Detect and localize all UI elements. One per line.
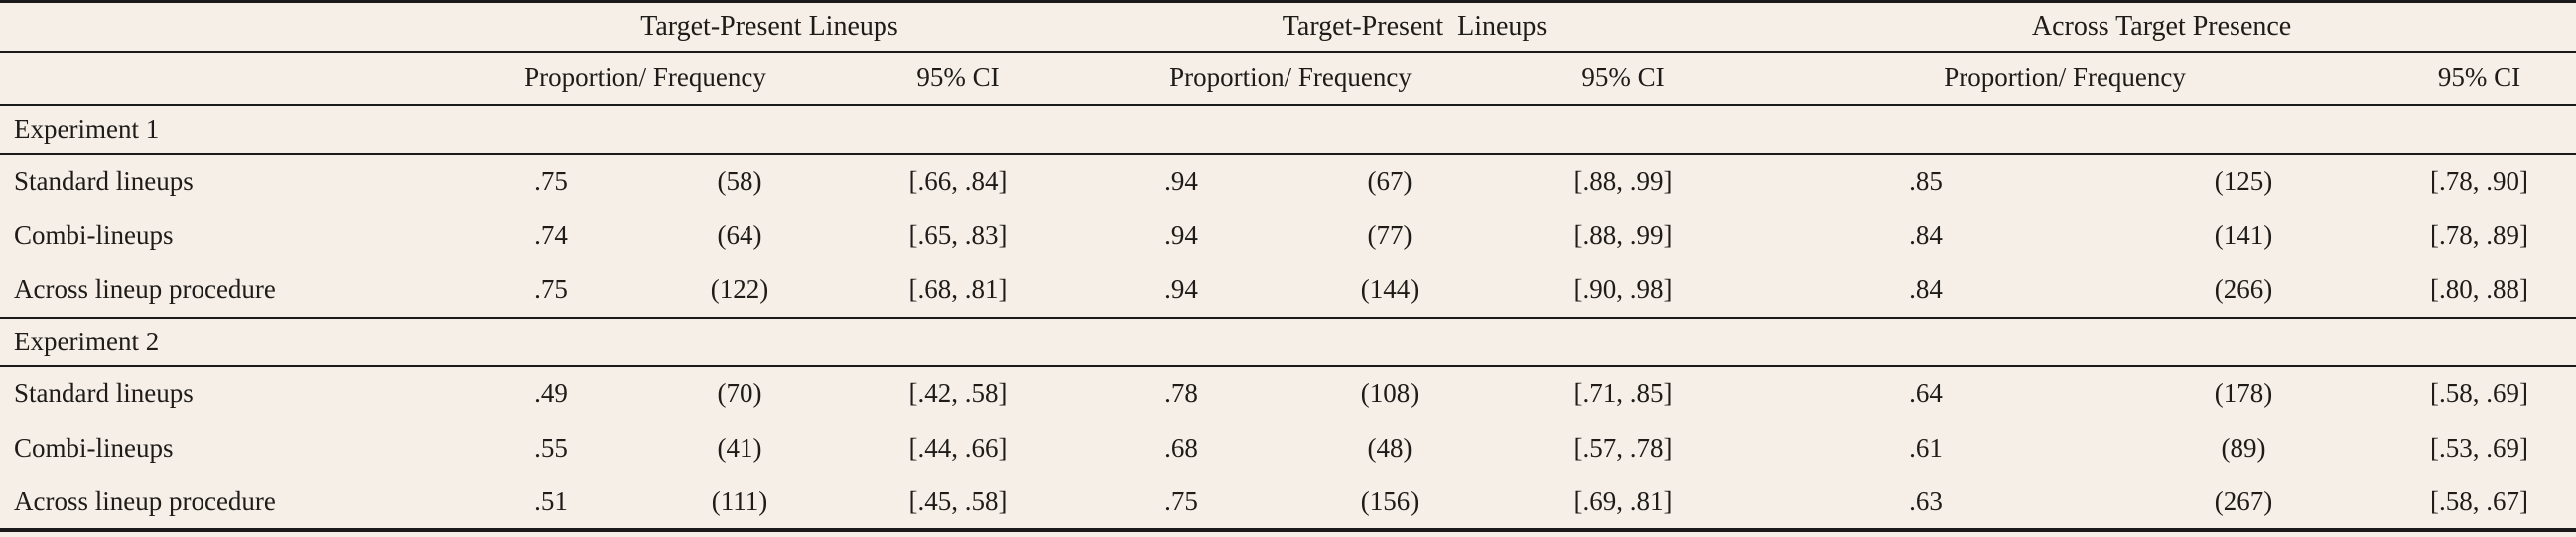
cell: (144) bbox=[1360, 274, 1420, 304]
cell: (67) bbox=[1367, 166, 1413, 196]
cell: (41) bbox=[717, 432, 762, 463]
cell: .61 bbox=[1909, 432, 1943, 463]
cell: (122) bbox=[710, 274, 769, 304]
cell: .75 bbox=[1164, 485, 1198, 516]
cell: .49 bbox=[534, 378, 568, 408]
ci-header-group3: 95% CI bbox=[2382, 51, 2576, 106]
cell: [.66, .84] bbox=[908, 166, 1008, 196]
row-label: Combi-lineups bbox=[14, 219, 174, 250]
prop-freq-header-group3: Proportion/ Frequency bbox=[1747, 51, 2383, 106]
row-label: Across lineup procedure bbox=[14, 274, 276, 304]
cell: [.58, .69] bbox=[2430, 378, 2529, 408]
cell: [.88, .99] bbox=[1573, 219, 1673, 250]
table-row: Standard lineups .49 (70) [.42, .58] .78… bbox=[0, 366, 2576, 421]
group-header-target-present-lineups-1: Target-Present Lineups bbox=[457, 1, 1083, 53]
cell: [.71, .85] bbox=[1573, 378, 1673, 408]
cell: [.42, .58] bbox=[908, 378, 1008, 408]
row-label: Combi-lineups bbox=[14, 432, 174, 463]
section-header-row: Experiment 2 bbox=[0, 316, 2576, 367]
cell: .68 bbox=[1164, 432, 1198, 463]
cell: (156) bbox=[1360, 485, 1420, 516]
cell: (64) bbox=[717, 219, 762, 250]
cell: .94 bbox=[1164, 274, 1198, 304]
section-title: Experiment 1 bbox=[0, 103, 2576, 155]
cell: (89) bbox=[2221, 432, 2266, 463]
table-row: Across lineup procedure .51 (111) [.45, … bbox=[0, 475, 2576, 530]
table-row: Across lineup procedure .75 (122) [.68, … bbox=[0, 263, 2576, 318]
row-label: Standard lineups bbox=[14, 166, 194, 196]
cell: .84 bbox=[1909, 219, 1943, 250]
cell: (267) bbox=[2214, 485, 2273, 516]
cell: [.53, .69] bbox=[2430, 432, 2529, 463]
cell: .75 bbox=[534, 274, 568, 304]
cell: (111) bbox=[711, 485, 768, 516]
cell: (58) bbox=[717, 166, 762, 196]
group-header-target-present-lineups-2: Target-Present Lineups bbox=[1082, 1, 1748, 53]
section-header-row: Experiment 1 bbox=[0, 103, 2576, 155]
cell: .94 bbox=[1164, 166, 1198, 196]
cell: [.58, .67] bbox=[2430, 485, 2529, 516]
ci-header-group2: 95% CI bbox=[1499, 51, 1748, 106]
group-header-across-target-presence: Across Target Presence bbox=[1747, 1, 2576, 53]
cell: .64 bbox=[1909, 378, 1943, 408]
cell: .85 bbox=[1909, 166, 1943, 196]
cell: [.90, .98] bbox=[1573, 274, 1673, 304]
cell: (48) bbox=[1367, 432, 1413, 463]
cell: (108) bbox=[1360, 378, 1420, 408]
cell: [.57, .78] bbox=[1573, 432, 1673, 463]
table-row: Combi-lineups .55 (41) [.44, .66] .68 (4… bbox=[0, 421, 2576, 475]
cell: (266) bbox=[2214, 274, 2273, 304]
cell: [.80, .88] bbox=[2430, 274, 2529, 304]
group-header-row: Target-Present Lineups Target-Present Li… bbox=[0, 1, 2576, 53]
table-row: Standard lineups .75 (58) [.66, .84] .94… bbox=[0, 154, 2576, 208]
cell: .74 bbox=[534, 219, 568, 250]
cell: .63 bbox=[1909, 485, 1943, 516]
cell: [.45, .58] bbox=[908, 485, 1008, 516]
cell: (141) bbox=[2214, 219, 2273, 250]
row-label: Across lineup procedure bbox=[14, 485, 276, 516]
cell: .55 bbox=[534, 432, 568, 463]
cell: .94 bbox=[1164, 219, 1198, 250]
corner-cell bbox=[0, 1, 457, 53]
cell: [.88, .99] bbox=[1573, 166, 1673, 196]
cell: [.78, .89] bbox=[2430, 219, 2529, 250]
subheader-row: Proportion/ Frequency 95% CI Proportion/… bbox=[0, 51, 2576, 106]
cell: (70) bbox=[717, 378, 762, 408]
table-row: Combi-lineups .74 (64) [.65, .83] .94 (7… bbox=[0, 208, 2576, 263]
cell: .78 bbox=[1164, 378, 1198, 408]
ci-header-group1: 95% CI bbox=[834, 51, 1083, 106]
cell: .51 bbox=[534, 485, 568, 516]
row-label: Standard lineups bbox=[14, 378, 194, 408]
corner-cell bbox=[0, 51, 457, 106]
cell: [.69, .81] bbox=[1573, 485, 1673, 516]
cell: (178) bbox=[2214, 378, 2273, 408]
cell: .84 bbox=[1909, 274, 1943, 304]
cell: (125) bbox=[2214, 166, 2273, 196]
prop-freq-header-group2: Proportion/ Frequency bbox=[1082, 51, 1500, 106]
cell: [.68, .81] bbox=[908, 274, 1008, 304]
cell: .75 bbox=[534, 166, 568, 196]
prop-freq-header-group1: Proportion/ Frequency bbox=[457, 51, 834, 106]
section-title: Experiment 2 bbox=[0, 316, 2576, 367]
cell: [.78, .90] bbox=[2430, 166, 2529, 196]
cell: [.44, .66] bbox=[908, 432, 1008, 463]
cell: (77) bbox=[1367, 219, 1413, 250]
cell: [.65, .83] bbox=[908, 219, 1008, 250]
